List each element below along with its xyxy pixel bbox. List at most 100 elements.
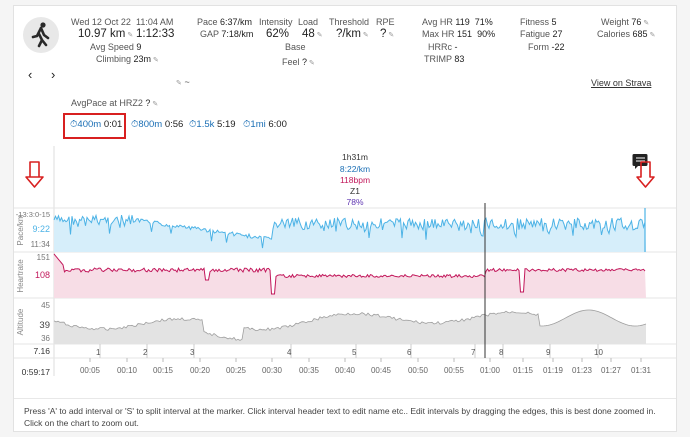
time-tick-label: 00:40 xyxy=(335,366,356,375)
climbing: Climbing 23m ✎ xyxy=(96,54,159,64)
highlight-box xyxy=(63,113,126,139)
stopwatch-icon: ⏱ xyxy=(70,119,78,130)
time-tick-label: 00:10 xyxy=(117,366,138,375)
heartrate-current-value: 108 xyxy=(35,270,50,280)
base-label: Base xyxy=(285,42,306,52)
time-tick-label: 00:20 xyxy=(190,366,211,375)
lap-800m[interactable]: ⏱800m 0:56 xyxy=(131,119,184,130)
activity-distance[interactable]: 10.97 km ✎ xyxy=(78,28,134,40)
edit-pencil-icon[interactable]: ✎ xyxy=(362,32,369,39)
lap-1mi[interactable]: ⏱1mi 6:00 xyxy=(243,119,287,130)
interval-label[interactable]: 7 xyxy=(471,348,476,357)
edit-pencil-icon[interactable]: ✎ xyxy=(176,80,182,87)
annotation-arrow-left xyxy=(25,161,44,188)
time-tick-label: 00:15 xyxy=(153,366,174,375)
interval-label[interactable]: 1 xyxy=(96,348,101,357)
activity-type-avatar[interactable] xyxy=(23,17,59,53)
edit-pencil-icon[interactable]: ✎ xyxy=(643,20,650,27)
interval-label[interactable]: 6 xyxy=(407,348,412,357)
pace-current-value: 9:22 xyxy=(32,224,50,234)
stopwatch-icon: ⏱ xyxy=(189,119,197,130)
avgpace-hrz2: AvgPace at HRZ2 ? ✎ xyxy=(71,98,159,108)
hrrc-stat: HRRc - xyxy=(428,42,458,52)
view-on-strava-link[interactable]: View on Strava xyxy=(591,78,652,88)
edit-pencil-icon[interactable]: ✎ xyxy=(316,32,323,39)
time-tick-label: 00:50 xyxy=(408,366,429,375)
feel-stat[interactable]: Feel ? ✎ xyxy=(282,57,315,67)
avg-speed: Avg Speed 9 xyxy=(90,42,142,52)
prev-activity-button[interactable]: ‹ xyxy=(28,67,33,82)
tooltip-pct: 78% xyxy=(346,197,363,207)
intensity-label: Intensity xyxy=(259,17,293,27)
pace-tick: 11:34 xyxy=(31,240,51,249)
edit-pencil-icon[interactable]: ✎ xyxy=(309,60,315,67)
fatigue-stat: Fatigue 27 xyxy=(520,29,563,39)
time-tick-label: 01:31 xyxy=(631,366,652,375)
heartrate-tick: 151 xyxy=(37,253,51,262)
pace-stat: Pace 6:37/km xyxy=(197,17,253,27)
tooltip-hr: 118bpm xyxy=(340,175,370,185)
edit-pencil-icon[interactable]: ✎ xyxy=(388,32,395,39)
threshold-label: Threshold xyxy=(329,17,370,27)
gap-stat: GAP 7:18/km xyxy=(200,29,254,39)
weight-stat[interactable]: Weight 76 ✎ xyxy=(601,17,650,27)
interval-label[interactable]: 10 xyxy=(594,348,603,357)
interval-label[interactable]: 3 xyxy=(190,348,195,357)
load-value[interactable]: 48 ✎ xyxy=(302,28,323,40)
time-tick-label: 01:23 xyxy=(572,366,593,375)
tooltip-pace: 8:22/km xyxy=(340,164,370,174)
threshold-value[interactable]: ?/km ✎ xyxy=(336,28,369,40)
max-hr-stat: Max HR 151 90% xyxy=(422,29,496,39)
time-tick-label: 01:00 xyxy=(480,366,501,375)
time-tick-label: 01:27 xyxy=(601,366,622,375)
time-tick-label: 00:35 xyxy=(299,366,320,375)
tilde-note: ✎ ~ xyxy=(176,77,190,87)
edit-pencil-icon[interactable]: ✎ xyxy=(127,32,134,39)
altitude-axis-label: Altitude xyxy=(16,308,25,335)
pace-tick: -13:3:0-15 xyxy=(16,210,50,219)
altitude-tick: 36 xyxy=(41,334,50,343)
calories-stat: Calories 685 ✎ xyxy=(597,29,656,39)
comment-icon[interactable] xyxy=(632,154,648,169)
heartrate-series-line xyxy=(53,253,646,295)
rpe-value[interactable]: ? ✎ xyxy=(380,28,395,40)
altitude-series-line xyxy=(53,309,647,341)
time-tick-label: 00:30 xyxy=(262,366,283,375)
time-tick-label: 00:45 xyxy=(371,366,392,375)
lap-1.5k[interactable]: ⏱1.5k 5:19 xyxy=(189,119,236,130)
activity-chart-svg[interactable]: Pace/km Heartrate Altitude -13:3:0-15 9:… xyxy=(14,146,676,396)
tooltip-zone: Z1 xyxy=(350,186,360,196)
fitness-stat: Fitness 5 xyxy=(520,17,557,27)
edit-pencil-icon[interactable]: ✎ xyxy=(153,57,159,64)
activity-duration: 1:12:33 xyxy=(136,28,175,40)
rpe-label: RPE xyxy=(376,17,395,27)
stopwatch-icon: ⏱ xyxy=(131,119,139,130)
activity-chart[interactable]: Pace/km Heartrate Altitude -13:3:0-15 9:… xyxy=(14,146,676,396)
time-tick-label: 01:19 xyxy=(543,366,564,375)
lap-400m[interactable]: ⏱400m 0:01 xyxy=(70,119,123,130)
trimp-stat: TRIMP 83 xyxy=(424,54,465,64)
load-label: Load xyxy=(298,17,319,27)
edit-pencil-icon[interactable]: ✎ xyxy=(152,101,159,108)
form-stat: Form -22 xyxy=(528,42,565,52)
time-tick-label: 00:25 xyxy=(226,366,247,375)
distance-start: 7.16 xyxy=(33,346,50,356)
interval-label[interactable]: 4 xyxy=(287,348,292,357)
interval-label[interactable]: 9 xyxy=(546,348,551,357)
avg-hr-stat: Avg HR 119 71% xyxy=(422,17,493,27)
altitude-series-area xyxy=(54,310,646,344)
activity-card: Wed 12 Oct 22 11:04 AM 10.97 km ✎ 1:12:33… xyxy=(13,5,677,432)
heartrate-axis-label: Heartrate xyxy=(16,259,25,293)
time-tick-label: 00:55 xyxy=(444,366,465,375)
activity-time: 11:04 AM xyxy=(136,17,174,27)
activity-date: Wed 12 Oct 22 xyxy=(71,17,131,27)
edit-pencil-icon[interactable]: ✎ xyxy=(649,32,656,39)
next-activity-button[interactable]: › xyxy=(51,67,56,82)
interval-label[interactable]: 5 xyxy=(352,348,357,357)
interval-label[interactable]: 8 xyxy=(499,348,504,357)
runner-icon xyxy=(31,22,50,48)
time-tick-label: 00:05 xyxy=(80,366,101,375)
time-start: 0:59:17 xyxy=(22,367,51,377)
intensity-value: 62% xyxy=(266,28,290,40)
interval-label[interactable]: 2 xyxy=(143,348,148,357)
